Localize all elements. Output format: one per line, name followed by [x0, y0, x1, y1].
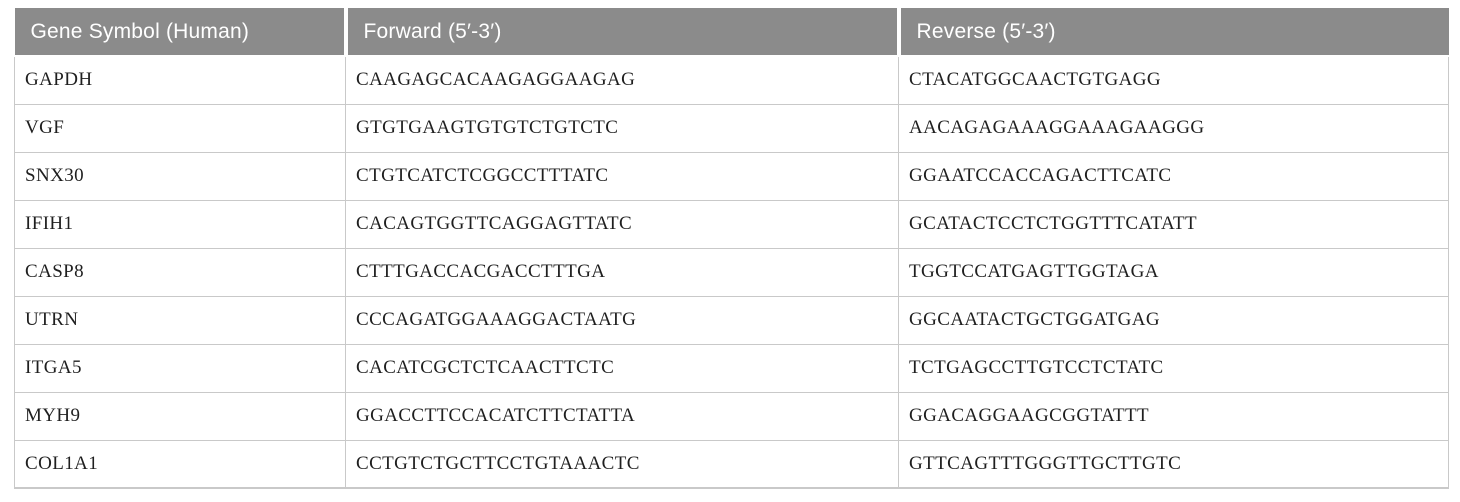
reverse-primer-cell: GGAATCCACCAGACTTCATC [898, 151, 1449, 201]
gene-symbol-cell: SNX30 [14, 151, 346, 201]
table-row: GAPDH CAAGAGCACAAGAGGAAGAG CTACATGGCAACT… [14, 55, 1449, 105]
column-header-gene-symbol: Gene Symbol (Human) [14, 8, 346, 56]
reverse-primer-cell: GTTCAGTTTGGGTTGCTTGTC [898, 439, 1449, 489]
forward-primer-cell: CCTGTCTGCTTCCTGTAAACTC [345, 439, 899, 489]
reverse-primer-cell: GGCAATACTGCTGGATGAG [898, 295, 1449, 345]
forward-primer-cell: CTGTCATCTCGGCCTTTATC [345, 151, 899, 201]
reverse-primer-cell: CTACATGGCAACTGTGAGG [898, 55, 1449, 105]
gene-symbol-cell: CASP8 [14, 247, 346, 297]
table-header-row: Gene Symbol (Human) Forward (5′-3′) Reve… [14, 8, 1449, 56]
column-header-reverse: Reverse (5′-3′) [896, 8, 1449, 56]
forward-primer-cell: CCCAGATGGAAAGGACTAATG [345, 295, 899, 345]
reverse-primer-cell: GGACAGGAAGCGGTATTT [898, 391, 1449, 441]
gene-symbol-cell: COL1A1 [14, 439, 346, 489]
table-row: IFIH1 CACAGTGGTTCAGGAGTTATC GCATACTCCTCT… [14, 199, 1449, 249]
primer-table: Gene Symbol (Human) Forward (5′-3′) Reve… [14, 8, 1449, 489]
gene-symbol-cell: MYH9 [14, 391, 346, 441]
gene-symbol-cell: IFIH1 [14, 199, 346, 249]
reverse-primer-cell: TGGTCCATGAGTTGGTAGA [898, 247, 1449, 297]
forward-primer-cell: CAAGAGCACAAGAGGAAGAG [345, 55, 899, 105]
table-header: Gene Symbol (Human) Forward (5′-3′) Reve… [14, 8, 1449, 56]
forward-primer-cell: CTTTGACCACGACCTTTGA [345, 247, 899, 297]
gene-symbol-cell: UTRN [14, 295, 346, 345]
reverse-primer-cell: AACAGAGAAAGGAAAGAAGGG [898, 103, 1449, 153]
gene-symbol-cell: GAPDH [14, 55, 346, 105]
forward-primer-cell: CACATCGCTCTCAACTTCTC [345, 343, 899, 393]
table-body: GAPDH CAAGAGCACAAGAGGAAGAG CTACATGGCAACT… [14, 55, 1449, 489]
table-row: SNX30 CTGTCATCTCGGCCTTTATC GGAATCCACCAGA… [14, 151, 1449, 201]
table-row: VGF GTGTGAAGTGTGTCTGTCTC AACAGAGAAAGGAAA… [14, 103, 1449, 153]
table-row: CASP8 CTTTGACCACGACCTTTGA TGGTCCATGAGTTG… [14, 247, 1449, 297]
forward-primer-cell: GTGTGAAGTGTGTCTGTCTC [345, 103, 899, 153]
gene-symbol-cell: ITGA5 [14, 343, 346, 393]
table-row: COL1A1 CCTGTCTGCTTCCTGTAAACTC GTTCAGTTTG… [14, 439, 1449, 489]
table-row: UTRN CCCAGATGGAAAGGACTAATG GGCAATACTGCTG… [14, 295, 1449, 345]
forward-primer-cell: GGACCTTCCACATCTTCTATTA [345, 391, 899, 441]
gene-symbol-cell: VGF [14, 103, 346, 153]
reverse-primer-cell: TCTGAGCCTTGTCCTCTATC [898, 343, 1449, 393]
forward-primer-cell: CACAGTGGTTCAGGAGTTATC [345, 199, 899, 249]
primer-table-container: Gene Symbol (Human) Forward (5′-3′) Reve… [14, 8, 1449, 489]
column-header-forward: Forward (5′-3′) [343, 8, 899, 56]
table-row: MYH9 GGACCTTCCACATCTTCTATTA GGACAGGAAGCG… [14, 391, 1449, 441]
table-row: ITGA5 CACATCGCTCTCAACTTCTC TCTGAGCCTTGTC… [14, 343, 1449, 393]
reverse-primer-cell: GCATACTCCTCTGGTTTCATATT [898, 199, 1449, 249]
